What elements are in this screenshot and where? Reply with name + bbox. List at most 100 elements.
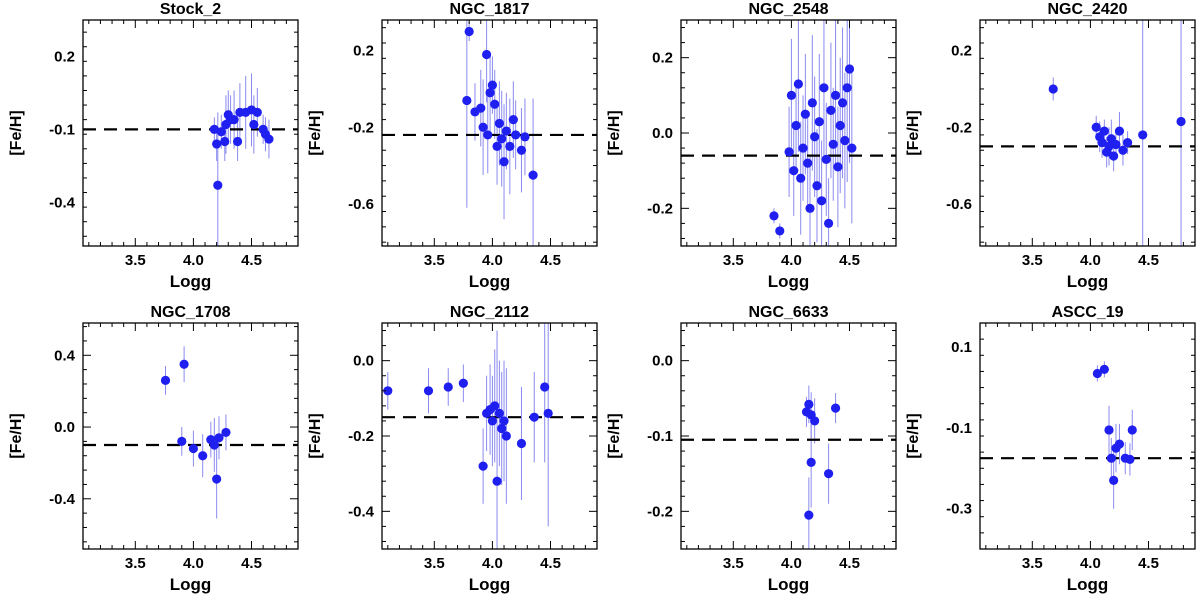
- panel-6-x-tick-label: 4.5: [540, 555, 561, 572]
- panel-5-data-point: [212, 474, 222, 484]
- panel-2-data-point: [476, 103, 486, 113]
- panel-3-data-point: [784, 147, 794, 157]
- panel-1-x-tick-label: 4.0: [183, 252, 204, 269]
- panel-8-data-point: [1109, 475, 1119, 485]
- panel-7-y-axis-label: [Fe/H]: [606, 413, 623, 458]
- panel-2-data-point: [505, 141, 515, 152]
- panel-1-y-tick-label: -0.1: [49, 121, 75, 138]
- panel-4-data-point: [1122, 137, 1133, 148]
- panel-4-y-tick-label: -0.2: [946, 119, 972, 136]
- panel-2-x-axis-label: Logg: [469, 272, 511, 291]
- panel-3-data-point: [803, 158, 813, 168]
- panel-7-x-tick-label: 4.5: [839, 555, 860, 572]
- panel-1-data-point: [209, 124, 219, 134]
- panel-6-title: NGC_2112: [450, 304, 529, 321]
- panel-2-data-point: [487, 80, 498, 90]
- panel-3-data-point: [789, 166, 799, 176]
- panel-1-y-tick-label: 0.2: [54, 48, 75, 65]
- panel-6-data-point: [494, 408, 504, 418]
- panel-1-x-tick-label: 3.5: [125, 252, 146, 269]
- panel-2-y-tick-label: 0.2: [353, 43, 374, 60]
- panel-5-y-tick-label: 0.4: [54, 347, 76, 364]
- panel-4-y-tick-label: -0.6: [946, 196, 972, 213]
- panel-7-data-point: [804, 510, 814, 520]
- panel-3-data-point: [844, 64, 855, 74]
- panel-4-data-point: [1114, 126, 1125, 136]
- panel-1-data-point: [213, 180, 223, 190]
- panel-5-x-tick-label: 3.5: [125, 555, 146, 572]
- panel-7-data-point: [823, 469, 834, 479]
- panel-3-x-tick-label: 3.5: [723, 252, 744, 269]
- panel-8-data-point: [1114, 439, 1125, 449]
- panel-8-x-tick-label: 4.5: [1138, 555, 1159, 572]
- panel-6-x-axis-label: Logg: [469, 575, 511, 594]
- panel-5-data-point: [177, 436, 187, 446]
- panel-6-frame: [381, 322, 598, 550]
- panel-2-y-axis-label: [Fe/H]: [307, 110, 324, 155]
- panel-1-data-point: [216, 127, 226, 137]
- panel-4-y-tick-label: 0.2: [951, 43, 972, 60]
- panel-8-data-point: [1127, 425, 1137, 435]
- panel-7-data-point: [810, 416, 820, 426]
- panel-5-data-point: [188, 443, 199, 454]
- panel-6-data-point: [478, 461, 488, 471]
- panel-8-y-tick-label: -0.1: [946, 420, 972, 437]
- panel-3-frame: [680, 19, 897, 247]
- panel-6-data-point: [499, 416, 509, 426]
- panel-4-data-point: [1104, 141, 1114, 152]
- panel-3-y-tick-label: 0.0: [652, 125, 673, 142]
- panel-3-data-point: [847, 143, 857, 153]
- panel-3-x-tick-label: 4.5: [839, 252, 860, 269]
- panel-3-data-point: [819, 83, 829, 93]
- panel-3-data-point: [840, 135, 850, 146]
- panel-6-data-point: [383, 386, 393, 396]
- panel-7-frame: [680, 322, 897, 550]
- panel-7-y-tick-label: -0.2: [647, 503, 673, 520]
- panel-4-data-point: [1138, 130, 1148, 140]
- panel-8-data-point: [1092, 368, 1102, 379]
- panel-5-data-point: [221, 427, 231, 438]
- panel-6-data-point: [458, 378, 468, 388]
- panel-5-y-tick-label: -0.4: [49, 491, 76, 508]
- panel-3-data-point: [826, 105, 836, 115]
- panel-8-y-tick-label: -0.3: [946, 501, 972, 518]
- panel-2-data-point: [508, 114, 518, 125]
- panel-3-data-point: [830, 90, 841, 100]
- panel-2-data-point: [499, 157, 509, 167]
- panel-3-y-axis-label: [Fe/H]: [606, 110, 623, 155]
- panel-1-x-tick-label: 4.5: [241, 252, 262, 269]
- panel-6-data-point: [543, 408, 553, 418]
- panel-8-data-point: [1106, 453, 1116, 463]
- panel-2-data-point: [492, 141, 502, 152]
- panel-6-data-point: [443, 382, 453, 392]
- panel-3-data-point: [833, 162, 843, 172]
- panel-8-x-tick-label: 4.0: [1080, 555, 1101, 572]
- panel-2-data-point: [485, 88, 495, 98]
- panel-4-data-point: [1097, 137, 1107, 148]
- panel-2-data-point: [528, 170, 538, 180]
- panel-3-data-point: [814, 117, 824, 127]
- panel-3-data-point: [810, 132, 820, 142]
- panel-4-data-point: [1091, 122, 1101, 132]
- panel-2-data-point: [511, 130, 521, 140]
- panel-4-data-point: [1111, 139, 1121, 150]
- panel-5-x-axis-label: Logg: [170, 575, 212, 594]
- panel-2-data-point: [520, 132, 530, 142]
- panel-3-data-point: [793, 79, 803, 89]
- panel-1-data-point: [249, 119, 259, 130]
- panel-3-title: NGC_2548: [748, 1, 828, 18]
- panel-1-x-axis-label: Logg: [170, 272, 212, 291]
- panel-5-y-axis-label: [Fe/H]: [8, 413, 25, 458]
- panel-1-data-point: [252, 107, 262, 117]
- panel-4-y-axis-label: [Fe/H]: [905, 110, 922, 155]
- panel-8-y-tick-label: 0.1: [951, 339, 972, 356]
- panel-2-data-point: [478, 122, 488, 132]
- panel-2-data-point: [516, 145, 527, 155]
- panel-8-data-point: [1104, 425, 1114, 435]
- panel-2-data-point: [462, 95, 472, 106]
- panel-3-data-point: [835, 120, 845, 131]
- panel-1-data-point: [264, 134, 274, 144]
- panel-2-data-point: [490, 99, 500, 109]
- panel-8-data-point: [1125, 454, 1135, 465]
